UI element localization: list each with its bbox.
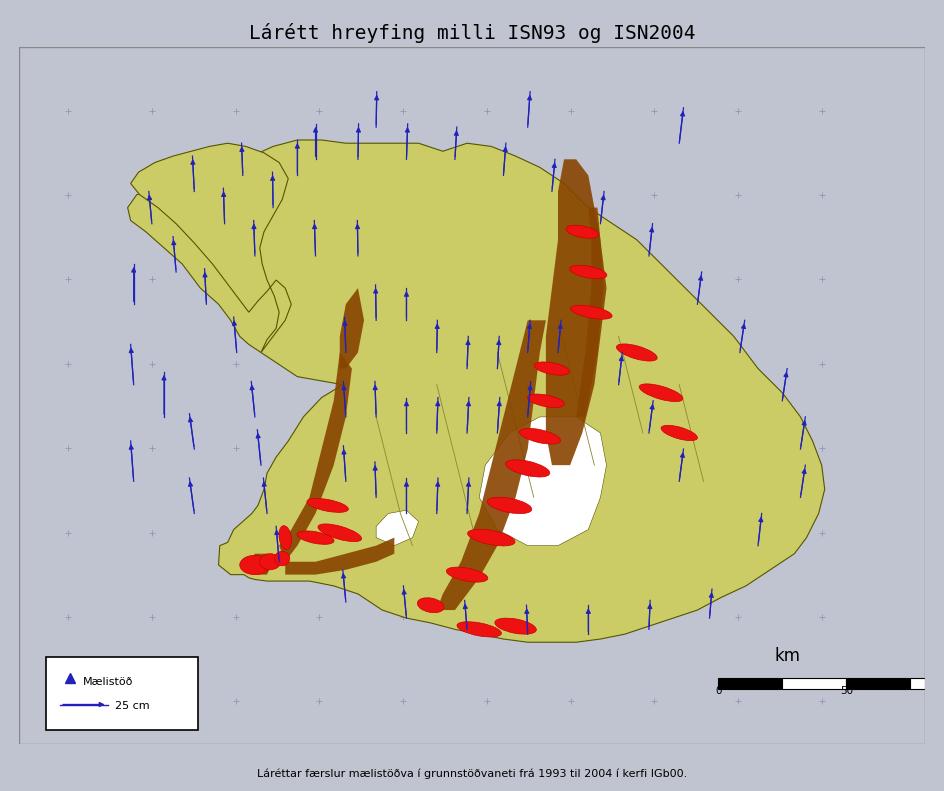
Ellipse shape — [417, 598, 444, 613]
Polygon shape — [340, 288, 364, 369]
Text: 25 cm: 25 cm — [115, 701, 150, 711]
Ellipse shape — [467, 529, 515, 546]
Polygon shape — [480, 417, 606, 546]
FancyBboxPatch shape — [46, 657, 198, 730]
Text: 0: 0 — [715, 686, 721, 696]
Polygon shape — [576, 207, 603, 417]
Text: km: km — [774, 647, 801, 665]
Ellipse shape — [318, 524, 362, 542]
Polygon shape — [127, 140, 825, 642]
Ellipse shape — [506, 460, 549, 477]
Ellipse shape — [661, 426, 698, 441]
Ellipse shape — [570, 265, 607, 278]
Ellipse shape — [447, 567, 488, 582]
Bar — [783, 678, 847, 689]
Text: Láréttar færslur mælistöðva í grunnstöðvaneti frá 1993 til 2004 í kerfi IGb00.: Láréttar færslur mælistöðva í grunnstöðv… — [257, 769, 687, 779]
Polygon shape — [546, 159, 606, 465]
Bar — [847, 678, 910, 689]
Ellipse shape — [278, 526, 292, 550]
Ellipse shape — [639, 384, 683, 402]
Polygon shape — [437, 320, 546, 610]
Text: Mælistöð: Mælistöð — [83, 677, 133, 687]
Polygon shape — [130, 143, 292, 353]
Bar — [910, 678, 944, 689]
Ellipse shape — [487, 498, 531, 513]
Polygon shape — [376, 510, 418, 546]
Ellipse shape — [275, 551, 290, 566]
Bar — [718, 678, 783, 689]
Ellipse shape — [495, 618, 536, 634]
Polygon shape — [249, 554, 273, 574]
Text: 50: 50 — [840, 686, 852, 696]
Ellipse shape — [307, 498, 348, 513]
Ellipse shape — [534, 362, 570, 375]
Ellipse shape — [457, 622, 501, 637]
Ellipse shape — [260, 554, 280, 570]
Ellipse shape — [297, 531, 334, 544]
Polygon shape — [279, 353, 352, 562]
Ellipse shape — [240, 555, 270, 574]
Polygon shape — [285, 538, 395, 574]
Title: Lárétt hreyfing milli ISN93 og ISN2004: Lárétt hreyfing milli ISN93 og ISN2004 — [249, 23, 695, 44]
Ellipse shape — [616, 344, 657, 361]
Ellipse shape — [528, 394, 565, 407]
Ellipse shape — [570, 305, 612, 320]
Ellipse shape — [519, 428, 561, 444]
Ellipse shape — [566, 225, 598, 238]
